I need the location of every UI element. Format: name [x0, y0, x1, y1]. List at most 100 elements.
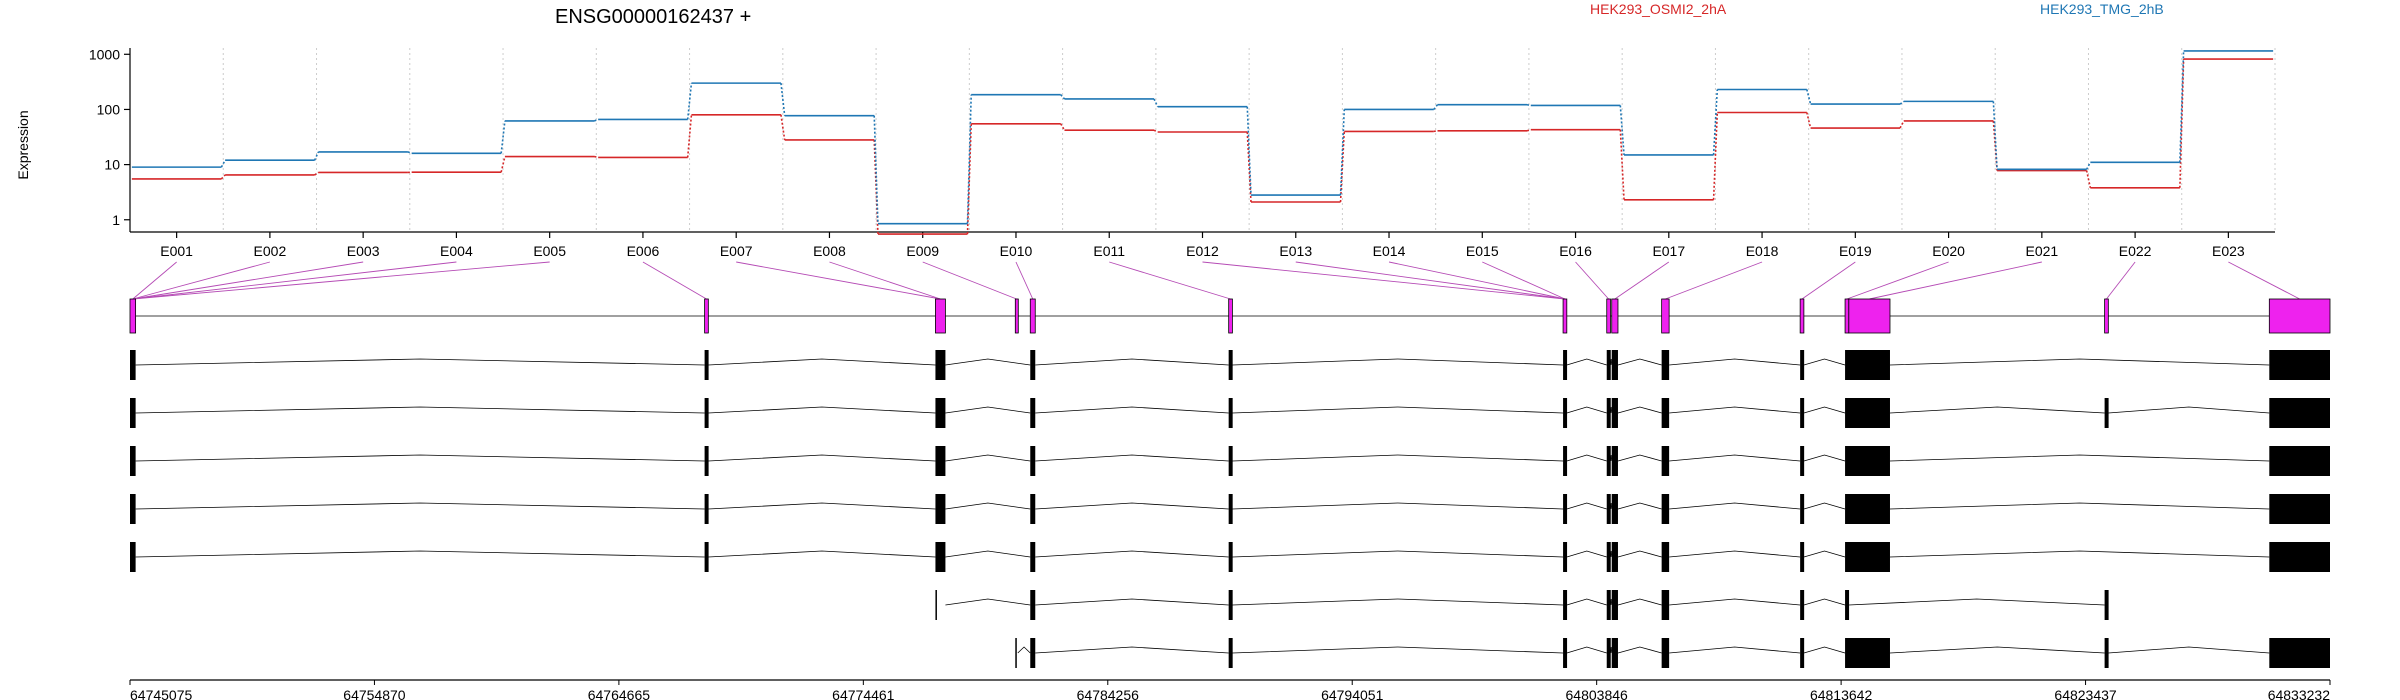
exon-connector	[132, 261, 364, 300]
series-connector	[1899, 100, 1905, 105]
y-axis-label: Expression	[15, 110, 31, 179]
series-connector	[2179, 50, 2185, 163]
exon-connector	[132, 261, 457, 300]
transcript-exon	[1661, 638, 1670, 668]
exon-connector	[132, 261, 271, 300]
genomic-tick-label: 64764665	[588, 687, 651, 700]
transcript-exon	[935, 350, 946, 380]
transcript-intron	[1669, 598, 1801, 606]
transcript-intron	[708, 454, 936, 462]
transcript-intron	[1566, 550, 1607, 558]
genomic-tick-label: 64754870	[343, 687, 406, 700]
gene-model-exon	[1848, 298, 1891, 334]
exon-connector	[1614, 261, 1670, 300]
transcript-exon	[1611, 638, 1618, 668]
gene-model-exon	[2268, 298, 2331, 334]
transcript-intron	[1617, 598, 1662, 606]
x-tick-label: E014	[1373, 243, 1406, 259]
transcript-exon	[1800, 350, 1805, 380]
transcript-exon	[2269, 446, 2330, 476]
transcript-intron	[1803, 646, 1846, 654]
transcript-exon	[935, 590, 937, 620]
transcript-intron	[135, 406, 705, 414]
legend-series-2: HEK293_TMG_2hB	[2040, 1, 2164, 17]
exon-connector	[2106, 261, 2136, 300]
transcript-exon	[1606, 494, 1611, 524]
transcript-intron	[708, 550, 936, 558]
transcript-exon	[1800, 590, 1805, 620]
transcript-intron	[2108, 646, 2270, 654]
transcript-exon	[1030, 542, 1036, 572]
genomic-tick-label: 64803846	[1566, 687, 1629, 700]
transcript-exon	[1845, 350, 1850, 380]
transcript-exon	[2104, 638, 2109, 668]
transcript-exon	[704, 446, 709, 476]
gene-model-exon	[1799, 298, 1805, 334]
series-connector	[1526, 103, 1531, 107]
series-connector	[220, 174, 226, 180]
transcript-exon	[130, 446, 136, 476]
x-tick-label: E013	[1279, 243, 1312, 259]
transcript-exon	[2269, 398, 2330, 428]
series-connector	[780, 114, 786, 141]
series-connector	[313, 151, 320, 161]
transcript-intron	[1232, 454, 1564, 462]
genomic-axis: 64745075 64754870 64764665 64774461 64784256…	[129, 679, 2331, 700]
transcript-exon	[130, 494, 136, 524]
series-connector	[1246, 106, 1252, 196]
series-connector	[1806, 89, 1812, 105]
gene-model-exon	[1014, 298, 1019, 334]
transcript-exon	[1030, 398, 1036, 428]
series-connector	[407, 151, 412, 155]
transcript-intron	[1232, 406, 1564, 414]
transcript-intron	[1803, 454, 1846, 462]
transcript-3	[130, 446, 2330, 476]
x-tick-label: E021	[2025, 243, 2058, 259]
transcript-6	[935, 590, 2109, 620]
series-connector	[594, 155, 599, 159]
transcript-exon	[2104, 590, 2109, 620]
exon-connector	[1388, 261, 1566, 300]
transcript-exon	[1800, 398, 1805, 428]
x-tick-label: E005	[533, 243, 566, 259]
transcript-intron	[1232, 358, 1564, 366]
transcript-intron	[135, 454, 705, 462]
y-tick-label: 10	[104, 157, 120, 173]
exon-connector	[1109, 261, 1231, 300]
transcript-intron	[945, 598, 1031, 606]
gene-model-exon	[1029, 298, 1036, 334]
transcript-5	[130, 542, 2330, 572]
genomic-tick-label: 64784256	[1077, 687, 1140, 700]
transcript-intron	[1566, 502, 1607, 510]
transcript-exon	[1800, 638, 1805, 668]
series-connector	[314, 171, 319, 176]
transcript-intron	[1617, 550, 1662, 558]
transcript-intron	[1889, 550, 2270, 558]
series-connector	[1153, 129, 1159, 133]
series-connector	[500, 120, 506, 154]
transcript-intron	[2108, 406, 2270, 414]
exon-connector	[736, 261, 941, 300]
transcript-exon	[1845, 398, 1850, 428]
transcript-exon	[1848, 494, 1890, 524]
transcript-intron	[1669, 502, 1801, 510]
transcript-exon	[1563, 398, 1568, 428]
x-tick-label: E003	[347, 243, 380, 259]
exon-connector	[1846, 261, 1949, 300]
gene-model-exon	[1562, 298, 1568, 334]
transcript-exon	[935, 398, 946, 428]
transcript-exon	[1661, 590, 1670, 620]
transcript-exon	[1845, 542, 1850, 572]
exon-connector	[1295, 261, 1566, 300]
transcript-intron	[1803, 358, 1846, 366]
expression-panel: 1 10 100 1000 E001 E002 E003 E004 E005 E006 E007 E0…	[89, 46, 2276, 259]
y-tick-label: 100	[97, 101, 121, 117]
transcript-exon	[2269, 350, 2330, 380]
exon-connectors	[132, 261, 2300, 300]
transcript-intron	[1669, 550, 1801, 558]
transcript-intron	[1035, 598, 1229, 606]
transcript-exon	[1563, 350, 1568, 380]
transcript-1	[130, 350, 2330, 380]
series-connector	[1433, 130, 1438, 133]
